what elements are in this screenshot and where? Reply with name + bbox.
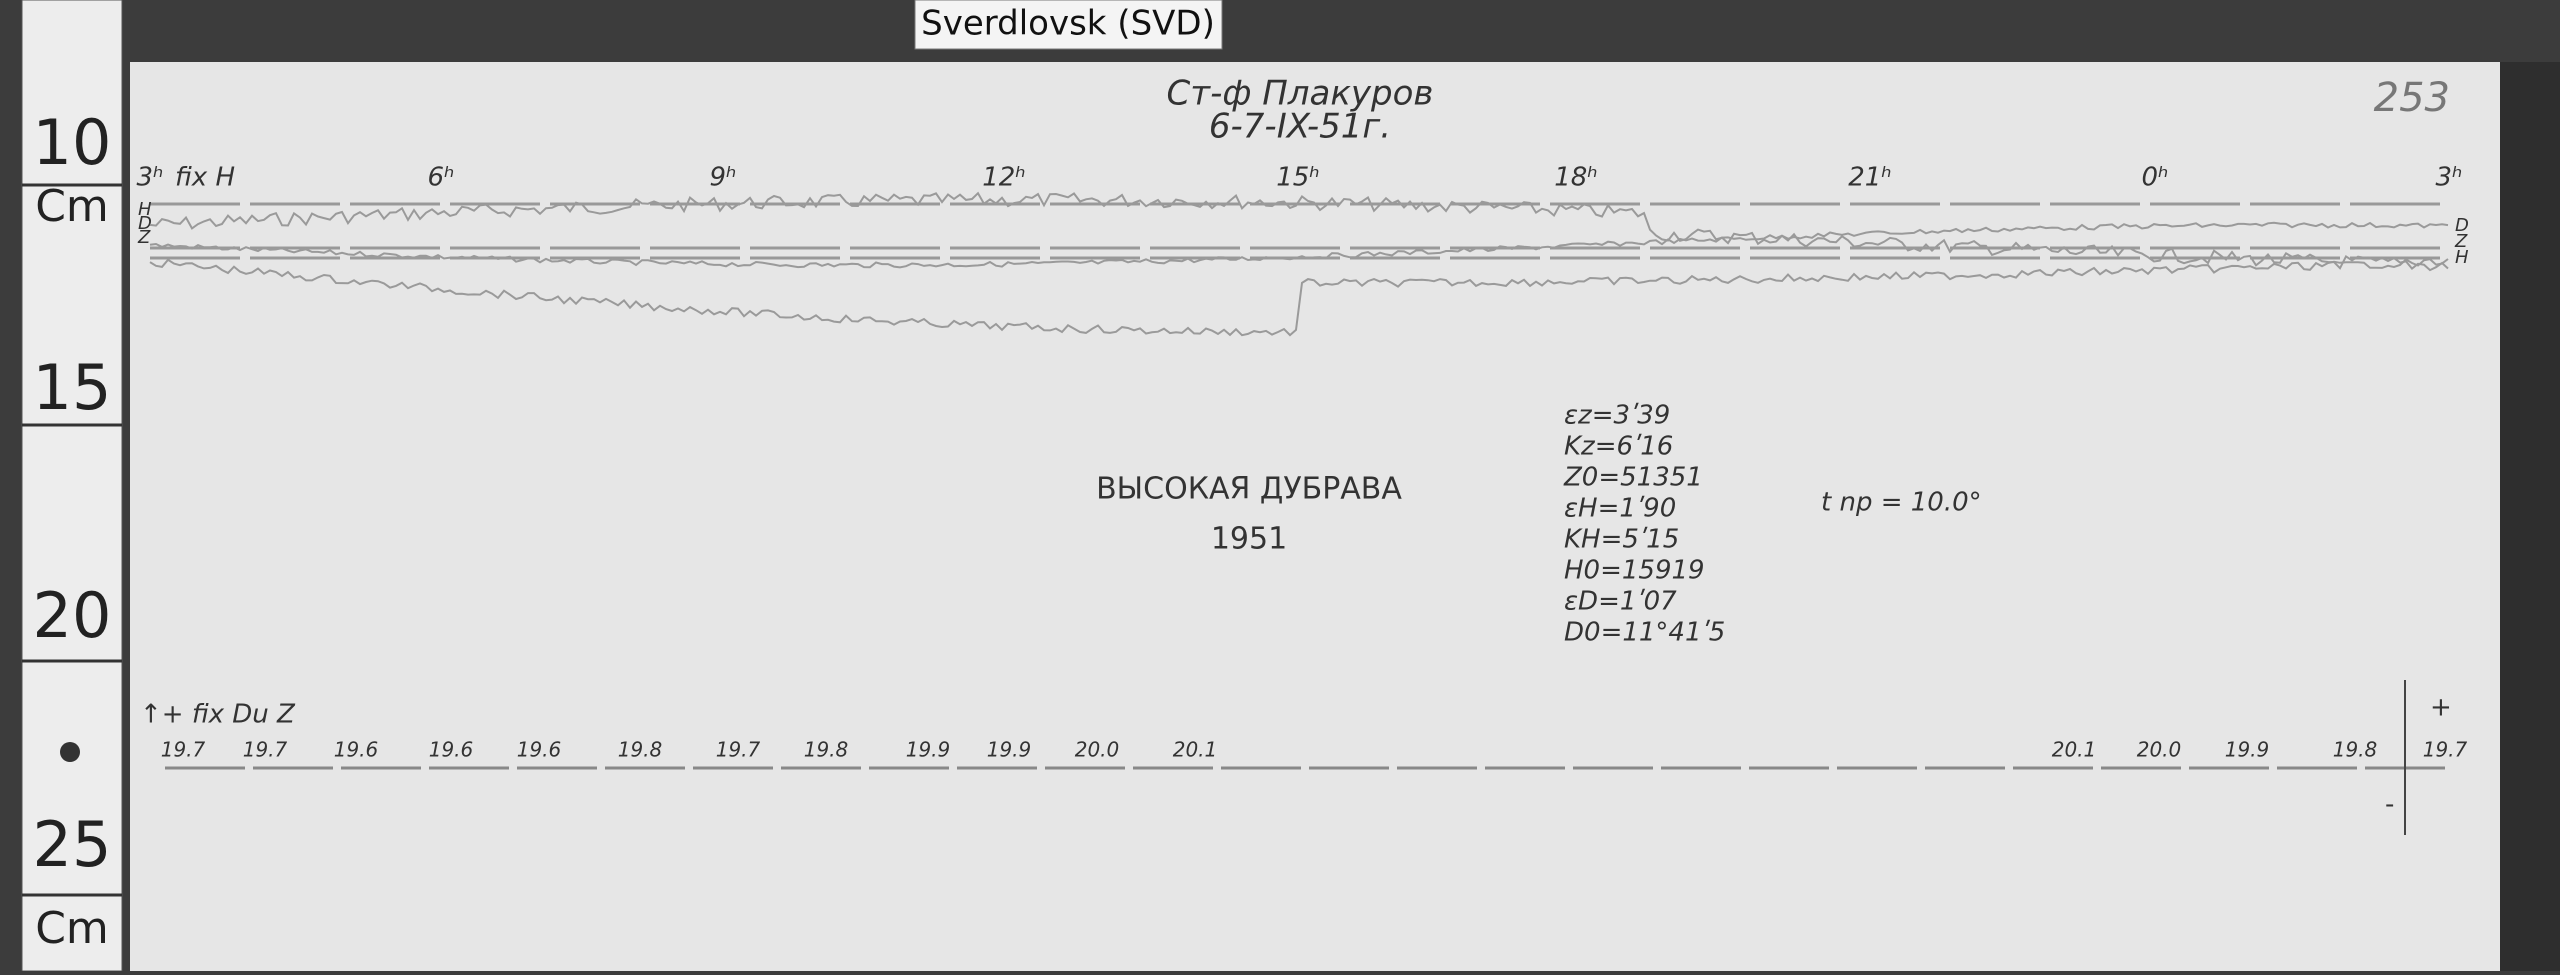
trace — [149, 221, 2449, 269]
temp-reading: 19.6 — [429, 738, 474, 762]
trace-label: D — [138, 213, 152, 234]
constant: Z0=51351 — [1563, 463, 1703, 493]
ruler-label: 25 — [33, 808, 112, 881]
temp-reading: 20.1 — [2052, 738, 2097, 762]
ruler-label: Cm — [35, 903, 109, 954]
hour-label: 3ʰ — [137, 163, 164, 193]
pin — [60, 742, 80, 762]
place-name: ВЫСОКАЯ ДУБРАВА — [1096, 472, 1402, 507]
temp-reading: 20.0 — [1075, 738, 1120, 762]
frame — [2500, 62, 2560, 971]
temp-reading: 19.8 — [2333, 738, 2378, 762]
constant: εz=3ʹ39 — [1564, 401, 1670, 431]
constant: H0=15919 — [1564, 556, 1705, 586]
constant: KH=5ʹ15 — [1564, 525, 1679, 555]
hour-label: 12ʰ — [982, 163, 1025, 193]
trace-label: H — [138, 199, 152, 220]
temp-reading: 19.8 — [618, 738, 663, 762]
ruler-label: 20 — [33, 579, 112, 652]
sheet-number: 253 — [2374, 75, 2450, 121]
temp-reading: 19.7 — [2423, 738, 2468, 762]
ruler-label: 15 — [33, 351, 112, 424]
temp-reading: 20.0 — [2137, 738, 2182, 762]
tag: Sverdlovsk (SVD) — [921, 4, 1215, 44]
trace — [149, 258, 2449, 337]
hour-label: 3ʰ — [2436, 163, 2463, 193]
temp-reading: 19.6 — [517, 738, 562, 762]
constant: Kz=6ʹ16 — [1564, 432, 1673, 462]
station: Ст-ф Плакуров — [1167, 74, 1434, 114]
temp-reading: 19.9 — [906, 738, 951, 762]
temp-reading: 19.7 — [243, 738, 288, 762]
trace — [149, 191, 2449, 272]
hour-label: 0ʰ — [2142, 163, 2169, 193]
thermo-label: ↑+ fix Du Z — [140, 700, 296, 730]
tag-box — [914, 0, 1223, 50]
temp-reading: 19.8 — [804, 738, 849, 762]
hour-label: 6ʰ — [428, 163, 455, 193]
constant: εH=1ʹ90 — [1564, 494, 1676, 524]
trace-label: D — [2455, 215, 2469, 236]
ruler — [21, 0, 123, 972]
trace-label: H — [2455, 247, 2469, 268]
temp-reading: 20.1 — [1173, 738, 1218, 762]
temp-reading: 19.6 — [334, 738, 379, 762]
temp-reading: 19.7 — [716, 738, 761, 762]
fix-label: fix H — [175, 163, 235, 193]
hour-label: 9ʰ — [710, 163, 737, 193]
ruler-label: Cm — [35, 181, 109, 232]
minus: - — [2385, 790, 2394, 820]
constant: D0=11°41ʹ5 — [1564, 618, 1725, 648]
hour-label: 18ʰ — [1554, 163, 1597, 193]
trace-label: Z — [2454, 231, 2468, 252]
hour-label: 15ʰ — [1276, 163, 1319, 193]
paper — [130, 62, 2500, 971]
temp-reading: 19.9 — [2225, 738, 2270, 762]
trace-label: Z — [137, 227, 151, 248]
ruler-label: 10 — [33, 106, 112, 179]
constant: εD=1ʹ07 — [1564, 587, 1677, 617]
date: 6-7-IX-51г. — [1209, 107, 1391, 147]
hour-label: 21ʰ — [1848, 163, 1891, 193]
temp-note: t np = 10.0° — [1821, 488, 1982, 518]
temp-reading: 19.9 — [987, 738, 1032, 762]
plus: + — [2430, 693, 2452, 723]
place-year: 1951 — [1211, 522, 1287, 557]
temp-reading: 19.7 — [161, 738, 206, 762]
